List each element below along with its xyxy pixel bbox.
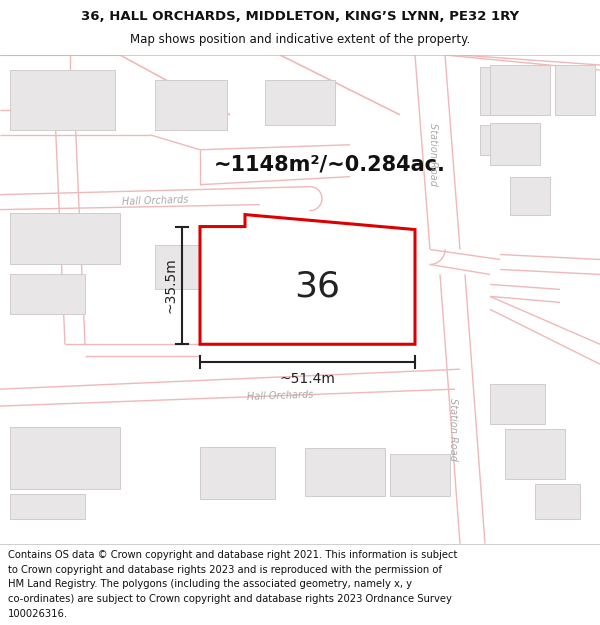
- Text: ~35.5m: ~35.5m: [163, 258, 177, 313]
- Polygon shape: [505, 429, 565, 479]
- Polygon shape: [490, 65, 550, 115]
- Polygon shape: [490, 123, 540, 165]
- Text: HM Land Registry. The polygons (including the associated geometry, namely x, y: HM Land Registry. The polygons (includin…: [8, 579, 412, 589]
- Polygon shape: [10, 213, 120, 264]
- Polygon shape: [230, 229, 320, 289]
- Polygon shape: [265, 80, 335, 125]
- Text: co-ordinates) are subject to Crown copyright and database rights 2023 Ordnance S: co-ordinates) are subject to Crown copyr…: [8, 594, 452, 604]
- Polygon shape: [510, 177, 550, 214]
- Text: ~1148m²/~0.284ac.: ~1148m²/~0.284ac.: [214, 155, 446, 175]
- Polygon shape: [10, 70, 115, 130]
- Polygon shape: [490, 384, 545, 424]
- Text: Hall Orchards: Hall Orchards: [122, 194, 188, 207]
- Polygon shape: [155, 80, 227, 130]
- Polygon shape: [10, 494, 85, 519]
- Text: 100026316.: 100026316.: [8, 609, 68, 619]
- Polygon shape: [555, 65, 595, 115]
- Polygon shape: [305, 448, 385, 496]
- Text: Contains OS data © Crown copyright and database right 2021. This information is : Contains OS data © Crown copyright and d…: [8, 550, 457, 560]
- Polygon shape: [200, 214, 415, 344]
- Text: Hall Orchards: Hall Orchards: [247, 390, 313, 402]
- Text: ~51.4m: ~51.4m: [280, 372, 335, 386]
- Polygon shape: [10, 427, 120, 489]
- Text: Station Road: Station Road: [428, 123, 438, 186]
- Polygon shape: [155, 244, 227, 289]
- Text: 36: 36: [295, 270, 341, 304]
- Text: 36, HALL ORCHARDS, MIDDLETON, KING’S LYNN, PE32 1RY: 36, HALL ORCHARDS, MIDDLETON, KING’S LYN…: [81, 10, 519, 23]
- Text: Map shows position and indicative extent of the property.: Map shows position and indicative extent…: [130, 33, 470, 46]
- Polygon shape: [480, 67, 535, 115]
- Text: to Crown copyright and database rights 2023 and is reproduced with the permissio: to Crown copyright and database rights 2…: [8, 564, 442, 574]
- Polygon shape: [200, 447, 275, 499]
- Polygon shape: [480, 125, 535, 155]
- Polygon shape: [10, 274, 85, 314]
- Polygon shape: [390, 454, 450, 496]
- Text: Station Road: Station Road: [448, 398, 458, 461]
- Polygon shape: [535, 484, 580, 519]
